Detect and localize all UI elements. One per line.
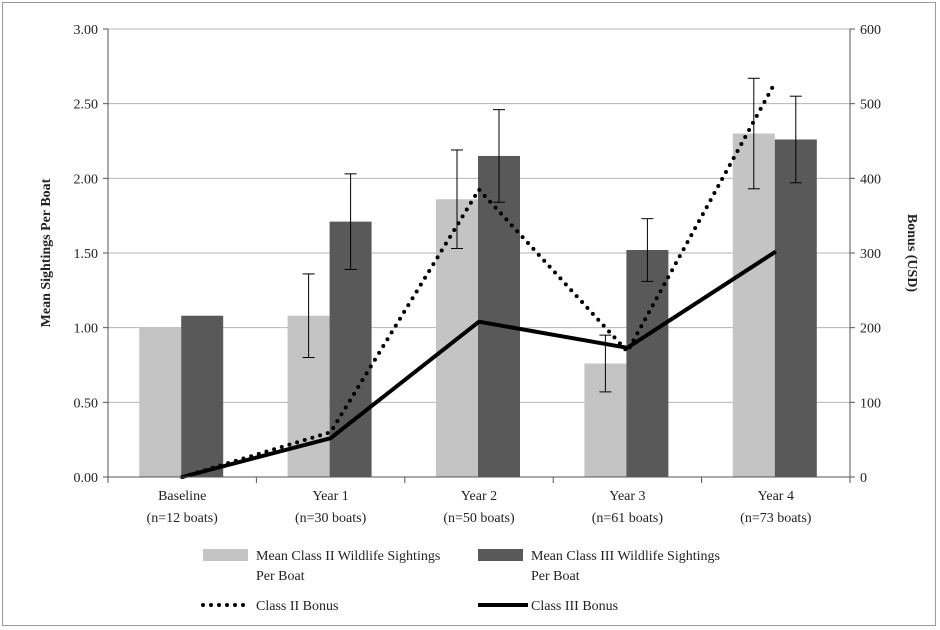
y-tick-label: 0.00 bbox=[74, 471, 99, 486]
category-sublabel: (n=30 boats) bbox=[295, 511, 367, 526]
legend-label-class3-sightings-line2: Per Boat bbox=[531, 569, 580, 584]
y2-tick-label: 100 bbox=[860, 396, 881, 411]
y-tick-label: 0.50 bbox=[74, 396, 99, 411]
legend-label-class3-bonus: Class III Bonus bbox=[531, 599, 618, 614]
error-bars bbox=[302, 77, 802, 393]
y-tick-label: 1.50 bbox=[74, 247, 99, 262]
y-tick-label: 1.00 bbox=[74, 322, 99, 337]
left-axis-ticks: 0.00 0.50 1.00 1.50 2.00 2.50 3.00 bbox=[74, 23, 108, 486]
y-tick-label: 3.00 bbox=[74, 23, 99, 38]
bar-series2-0 bbox=[181, 315, 224, 477]
legend-swatch-class3-sightings bbox=[478, 549, 523, 561]
category-sublabel: (n=12 boats) bbox=[147, 511, 219, 526]
category-label: Year 3 bbox=[609, 489, 645, 504]
y2-tick-label: 0 bbox=[860, 471, 867, 486]
bar-series2-3 bbox=[626, 250, 669, 477]
legend-swatch-class2-sightings bbox=[203, 549, 248, 561]
category-label: Year 4 bbox=[758, 489, 794, 504]
right-axis-ticks: 0 100 200 300 400 500 600 bbox=[850, 23, 881, 486]
legend-label-class2-sightings: Mean Class II Wildlife Sightings bbox=[256, 549, 440, 564]
bonus-lines bbox=[180, 79, 778, 479]
y2-tick-label: 400 bbox=[860, 172, 881, 187]
bar-series1-4 bbox=[732, 133, 775, 478]
legend-label-class2-sightings-line2: Per Boat bbox=[256, 569, 305, 584]
bars bbox=[139, 133, 817, 478]
category-labels: Baseline (n=12 boats) Year 1 (n=30 boats) Ye… bbox=[147, 489, 812, 526]
y-tick-label: 2.00 bbox=[74, 172, 99, 187]
category-label: Year 2 bbox=[461, 489, 497, 504]
category-sublabel: (n=61 boats) bbox=[592, 511, 664, 526]
y2-tick-label: 500 bbox=[860, 98, 881, 113]
bar-series2-4 bbox=[774, 139, 817, 478]
legend-label-class3-sightings: Mean Class III Wildlife Sightings bbox=[531, 549, 720, 564]
class3-bonus-line bbox=[181, 249, 777, 479]
bar-series2-2 bbox=[478, 155, 520, 477]
grid-lines bbox=[108, 28, 850, 403]
y2-axis-title: Bonus (USD) bbox=[904, 214, 919, 293]
y-tick-label: 2.50 bbox=[74, 98, 99, 113]
y2-tick-label: 200 bbox=[860, 322, 881, 337]
y2-tick-label: 300 bbox=[860, 247, 881, 262]
class2-bonus-line bbox=[180, 79, 778, 479]
y-axis-title: Mean Sightings Per Boat bbox=[39, 178, 54, 327]
legend: Mean Class II Wildlife Sightings Per Boat… bbox=[201, 549, 720, 614]
y2-tick-label: 600 bbox=[860, 23, 881, 38]
category-label: Baseline bbox=[158, 489, 206, 504]
legend-label-class2-bonus: Class II Bonus bbox=[256, 599, 338, 614]
bar-series1-0 bbox=[139, 327, 182, 477]
category-label: Year 1 bbox=[312, 489, 348, 504]
category-sublabel: (n=73 boats) bbox=[740, 511, 812, 526]
category-sublabel: (n=50 boats) bbox=[443, 511, 515, 526]
